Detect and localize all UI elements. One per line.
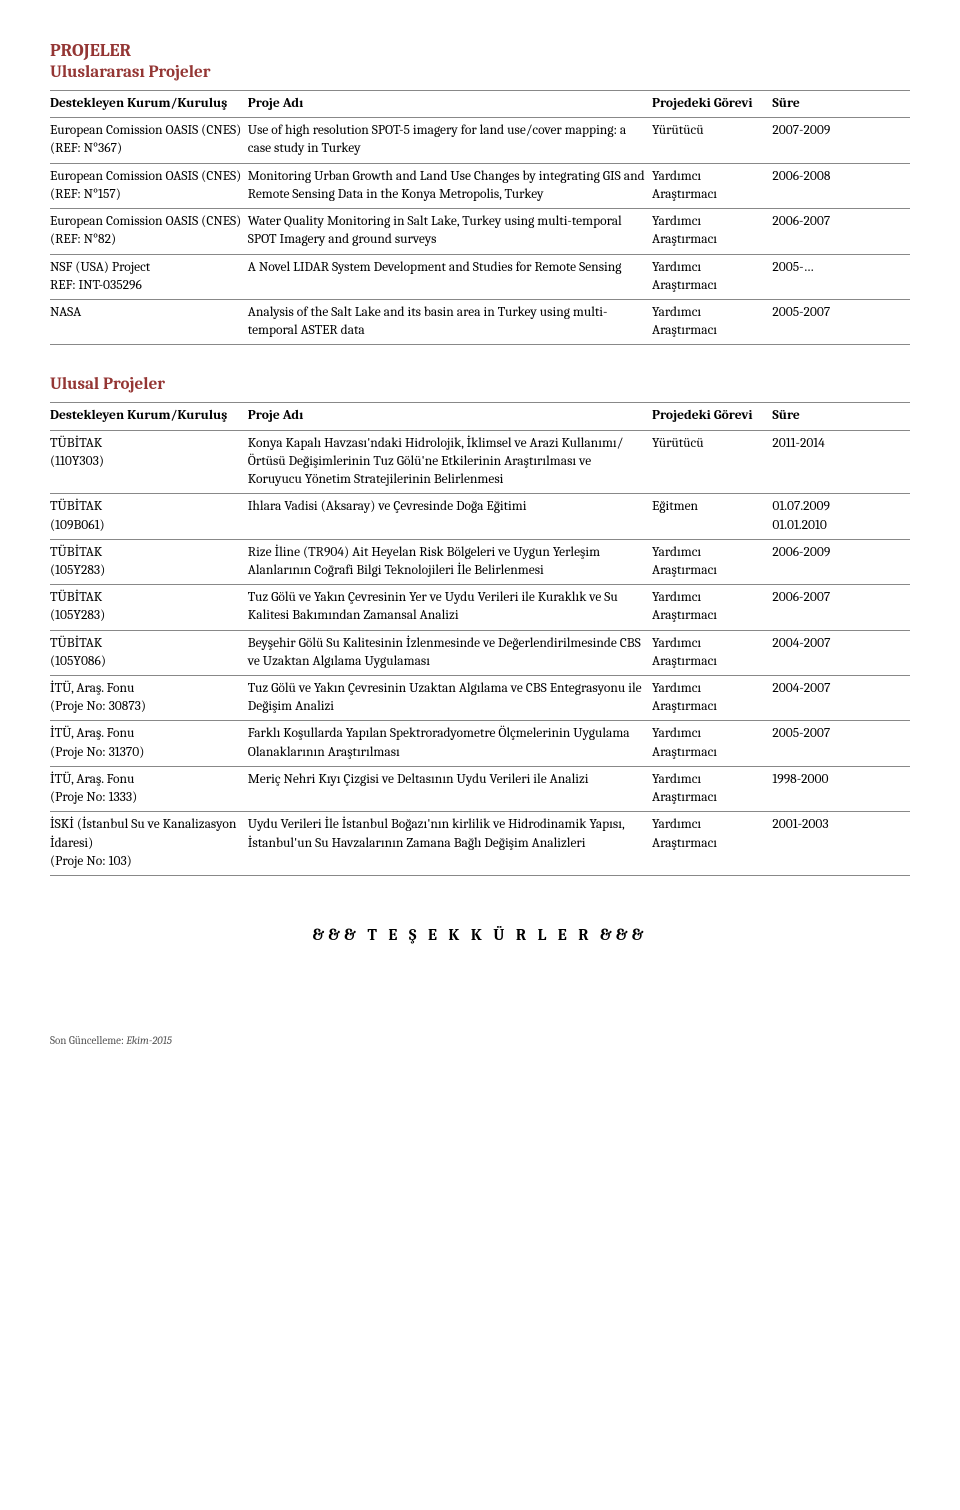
cell-org: European Comission OASIS (CNES)(REF: N°8… — [50, 209, 248, 254]
table-row: European Comission OASIS (CNES)(REF: N°8… — [50, 209, 910, 254]
cell-role: Yardımcı Araştırmacı — [652, 254, 772, 299]
cell-proj: Ihlara Vadisi (Aksaray) ve Çevresinde Do… — [248, 494, 652, 539]
cell-proj: Beyşehir Gölü Su Kalitesinin İzlenmesind… — [248, 630, 652, 675]
cell-org: TÜBİTAK(109B061) — [50, 494, 248, 539]
cell-proj: Konya Kapalı Havzası'ndaki Hidrolojik, İ… — [248, 430, 652, 494]
national-projects-table: Destekleyen Kurum/Kuruluş Proje Adı Proj… — [50, 402, 910, 876]
cell-org: TÜBİTAK(110Y303) — [50, 430, 248, 494]
cell-org: European Comission OASIS (CNES)(REF: N°3… — [50, 118, 248, 163]
cell-proj: Tuz Gölü ve Yakın Çevresinin Uzaktan Alg… — [248, 676, 652, 721]
subsection-title-international: Uluslararası Projeler — [50, 63, 910, 82]
cell-org: TÜBİTAK(105Y086) — [50, 630, 248, 675]
header-proj: Proje Adı — [248, 403, 652, 430]
cell-proj: Use of high resolution SPOT-5 imagery fo… — [248, 118, 652, 163]
cell-proj: Farklı Koşullarda Yapılan Spektroradyome… — [248, 721, 652, 766]
cell-proj: Analysis of the Salt Lake and its basin … — [248, 299, 652, 344]
cell-proj: Meriç Nehri Kıyı Çizgisi ve Deltasının U… — [248, 766, 652, 811]
cell-dur: 2011-2014 — [772, 430, 910, 494]
cell-dur: 2004-2007 — [772, 676, 910, 721]
table-row: İTÜ, Araş. Fonu(Proje No: 1333)Meriç Neh… — [50, 766, 910, 811]
cell-role: Yardımcı Araştırmacı — [652, 676, 772, 721]
cell-org: European Comission OASIS (CNES)(REF: N°1… — [50, 163, 248, 208]
cell-dur: 2007-2009 — [772, 118, 910, 163]
cell-proj: Tuz Gölü ve Yakın Çevresinin Yer ve Uydu… — [248, 585, 652, 630]
section-title-projeler: PROJELER — [50, 40, 910, 61]
table-row: TÜBİTAK(105Y086)Beyşehir Gölü Su Kalites… — [50, 630, 910, 675]
table-row: NASAAnalysis of the Salt Lake and its ba… — [50, 299, 910, 344]
table-row: İSKİ (İstanbul Su ve Kanalizasyon İdares… — [50, 812, 910, 876]
cell-proj: Rize İline (TR904) Ait Heyelan Risk Bölg… — [248, 539, 652, 584]
table-row: NSF (USA) ProjectREF: INT-035296A Novel … — [50, 254, 910, 299]
cell-dur: 2001-2003 — [772, 812, 910, 876]
table-row: TÜBİTAK(110Y303)Konya Kapalı Havzası'nda… — [50, 430, 910, 494]
cell-dur: 2006-2009 — [772, 539, 910, 584]
cell-role: Yürütücü — [652, 118, 772, 163]
cell-role: Yardımcı Araştırmacı — [652, 539, 772, 584]
footer: Son Güncelleme: Ekim-2015 — [50, 1034, 910, 1047]
table-row: TÜBİTAK(105Y283)Rize İline (TR904) Ait H… — [50, 539, 910, 584]
cell-role: Yardımcı Araştırmacı — [652, 630, 772, 675]
cell-org: İTÜ, Araş. Fonu(Proje No: 31370) — [50, 721, 248, 766]
cell-role: Yardımcı Araştırmacı — [652, 299, 772, 344]
cell-dur: 2005-2007 — [772, 299, 910, 344]
header-org: Destekleyen Kurum/Kuruluş — [50, 403, 248, 430]
table-row: TÜBİTAK(109B061)Ihlara Vadisi (Aksaray) … — [50, 494, 910, 539]
international-projects-table: Destekleyen Kurum/Kuruluş Proje Adı Proj… — [50, 90, 910, 345]
cell-proj: Uydu Verileri İle İstanbul Boğazı'nın ki… — [248, 812, 652, 876]
thanks-line: &&& T E Ş E K K Ü R L E R &&& — [50, 926, 910, 944]
header-org: Destekleyen Kurum/Kuruluş — [50, 91, 248, 118]
cell-role: Yardımcı Araştırmacı — [652, 209, 772, 254]
cell-role: Yardımcı Araştırmacı — [652, 585, 772, 630]
cell-dur: 1998-2000 — [772, 766, 910, 811]
cell-org: İTÜ, Araş. Fonu(Proje No: 1333) — [50, 766, 248, 811]
table-header-row: Destekleyen Kurum/Kuruluş Proje Adı Proj… — [50, 403, 910, 430]
cell-dur: 2006-2007 — [772, 209, 910, 254]
cell-dur: 2006-2008 — [772, 163, 910, 208]
cell-proj: A Novel LIDAR System Development and Stu… — [248, 254, 652, 299]
table-row: İTÜ, Araş. Fonu(Proje No: 31370)Farklı K… — [50, 721, 910, 766]
cell-role: Eğitmen — [652, 494, 772, 539]
subsection-title-national: Ulusal Projeler — [50, 375, 910, 394]
cell-dur: 01.07.200901.01.2010 — [772, 494, 910, 539]
cell-role: Yardımcı Araştırmacı — [652, 721, 772, 766]
cell-dur: 2005-… — [772, 254, 910, 299]
header-role: Projedeki Görevi — [652, 403, 772, 430]
header-role: Projedeki Görevi — [652, 91, 772, 118]
cell-dur: 2004-2007 — [772, 630, 910, 675]
cell-role: Yardımcı Araştırmacı — [652, 766, 772, 811]
cell-org: NASA — [50, 299, 248, 344]
header-proj: Proje Adı — [248, 91, 652, 118]
cell-role: Yardımcı Araştırmacı — [652, 812, 772, 876]
cell-dur: 2005-2007 — [772, 721, 910, 766]
table-row: TÜBİTAK(105Y283)Tuz Gölü ve Yakın Çevres… — [50, 585, 910, 630]
header-dur: Süre — [772, 403, 910, 430]
cell-proj: Water Quality Monitoring in Salt Lake, T… — [248, 209, 652, 254]
cell-org: İSKİ (İstanbul Su ve Kanalizasyon İdares… — [50, 812, 248, 876]
footer-date: Ekim-2015 — [126, 1034, 172, 1047]
cell-org: NSF (USA) ProjectREF: INT-035296 — [50, 254, 248, 299]
cell-role: Yardımcı Araştırmacı — [652, 163, 772, 208]
cell-org: TÜBİTAK(105Y283) — [50, 539, 248, 584]
header-dur: Süre — [772, 91, 910, 118]
table-header-row: Destekleyen Kurum/Kuruluş Proje Adı Proj… — [50, 91, 910, 118]
cell-dur: 2006-2007 — [772, 585, 910, 630]
table-row: European Comission OASIS (CNES)(REF: N°3… — [50, 118, 910, 163]
cell-org: TÜBİTAK(105Y283) — [50, 585, 248, 630]
table-row: İTÜ, Araş. Fonu(Proje No: 30873)Tuz Gölü… — [50, 676, 910, 721]
footer-prefix: Son Güncelleme: — [50, 1034, 126, 1047]
cell-proj: Monitoring Urban Growth and Land Use Cha… — [248, 163, 652, 208]
table-row: European Comission OASIS (CNES)(REF: N°1… — [50, 163, 910, 208]
cell-org: İTÜ, Araş. Fonu(Proje No: 30873) — [50, 676, 248, 721]
cell-role: Yürütücü — [652, 430, 772, 494]
